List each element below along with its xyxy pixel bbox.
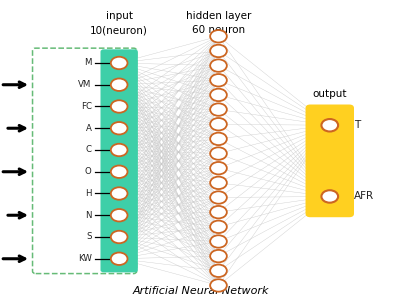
Circle shape — [210, 133, 227, 145]
Text: H: H — [85, 189, 92, 198]
Circle shape — [210, 221, 227, 233]
Text: 10(neuron): 10(neuron) — [90, 25, 148, 35]
Circle shape — [111, 252, 128, 265]
Circle shape — [111, 165, 128, 178]
Text: 60 neuron: 60 neuron — [192, 25, 245, 35]
Circle shape — [111, 100, 128, 113]
Text: C: C — [86, 145, 92, 154]
Circle shape — [111, 122, 128, 134]
Circle shape — [210, 206, 227, 218]
Circle shape — [210, 279, 227, 292]
Circle shape — [111, 78, 128, 91]
Text: hidden layer: hidden layer — [186, 11, 251, 21]
Circle shape — [210, 235, 227, 248]
Circle shape — [210, 250, 227, 262]
Circle shape — [210, 89, 227, 101]
Circle shape — [210, 162, 227, 174]
Text: S: S — [86, 232, 92, 241]
Text: output: output — [312, 89, 347, 99]
Circle shape — [210, 265, 227, 277]
Text: VM: VM — [78, 80, 92, 89]
Text: KW: KW — [78, 254, 92, 263]
FancyBboxPatch shape — [306, 105, 354, 217]
Text: input: input — [106, 11, 133, 21]
Circle shape — [111, 209, 128, 221]
Circle shape — [111, 144, 128, 156]
FancyBboxPatch shape — [100, 49, 138, 272]
Text: M: M — [84, 58, 92, 67]
Circle shape — [111, 57, 128, 69]
Circle shape — [210, 103, 227, 116]
Circle shape — [111, 187, 128, 200]
Text: AFR: AFR — [354, 191, 374, 201]
Text: O: O — [85, 167, 92, 176]
Text: FC: FC — [81, 102, 92, 111]
Circle shape — [322, 119, 338, 131]
Circle shape — [210, 30, 227, 43]
Circle shape — [210, 177, 227, 189]
Text: T: T — [354, 120, 360, 130]
Circle shape — [322, 190, 338, 203]
Text: A: A — [86, 124, 92, 133]
Circle shape — [210, 74, 227, 86]
Circle shape — [210, 118, 227, 131]
Text: Artificial Neural Network: Artificial Neural Network — [132, 286, 269, 296]
Circle shape — [210, 45, 227, 57]
Circle shape — [210, 59, 227, 72]
Circle shape — [210, 191, 227, 204]
Text: N: N — [85, 211, 92, 220]
Circle shape — [210, 147, 227, 160]
Circle shape — [111, 231, 128, 243]
